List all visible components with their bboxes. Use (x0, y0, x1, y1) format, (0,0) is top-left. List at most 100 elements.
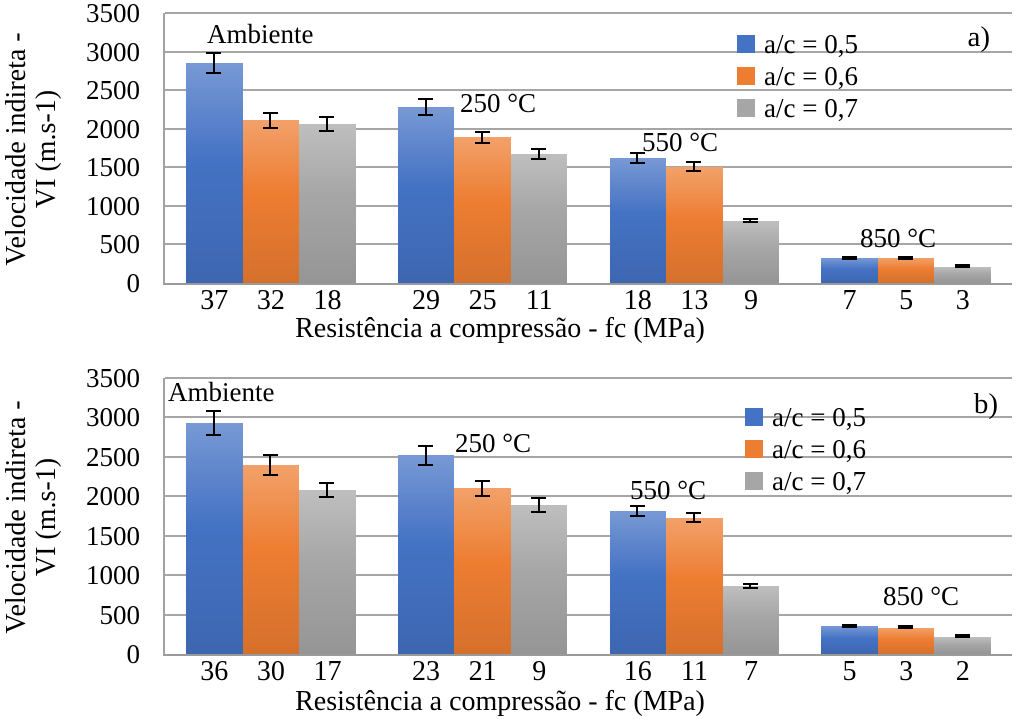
legend-swatch-gray (745, 472, 763, 490)
x-tick-label: 7 (743, 656, 758, 687)
gridline (165, 613, 1012, 616)
error-bar (474, 479, 490, 498)
error-bar (206, 410, 222, 436)
y-tick-label: 2500 (86, 441, 140, 472)
legend-item: a/c = 0,7 (745, 465, 866, 497)
bar-slot: 32 (242, 13, 300, 315)
legend-item: a/c = 0,6 (737, 60, 858, 92)
y-tick-label: 1500 (86, 152, 140, 183)
bar-slot: 7 (821, 13, 878, 315)
gridline (165, 534, 1012, 537)
error-bar (742, 217, 758, 224)
y-tick-label: 3500 (86, 363, 140, 393)
x-tick-label: 9 (532, 656, 547, 687)
bar-group: 16 11 7 (589, 378, 801, 686)
bar-slot: 3 (934, 13, 991, 315)
bar-a/c = 0,6 (877, 627, 935, 654)
bar-a/c = 0,5 (397, 455, 455, 654)
legend: a/c = 0,5 a/c = 0,6 a/c = 0,7 (737, 28, 858, 124)
y-axis-tick-labels: 3500 3000 2500 2000 1500 1000 500 0 (0, 364, 141, 668)
error-bar (629, 151, 645, 165)
bar-a/c = 0,6 (242, 464, 300, 654)
gridline (165, 377, 1012, 379)
legend-swatch-blue (745, 408, 763, 426)
x-tick-label: 2 (955, 656, 970, 687)
x-tick-label: 7 (842, 285, 857, 316)
x-tick-label: 25 (468, 285, 497, 316)
group-label: 850 °C (860, 223, 937, 253)
x-tick-label: 21 (468, 656, 497, 687)
bar-a/c = 0,7 (934, 637, 991, 654)
bar-slot: 21 (454, 378, 511, 686)
error-bar (742, 583, 758, 589)
group-label: 550 °C (630, 475, 707, 505)
y-tick-label: 1000 (86, 190, 140, 221)
x-tick-label: 18 (623, 285, 652, 316)
y-tick-label: 2000 (86, 113, 140, 144)
panel-letter: a) (967, 21, 990, 53)
x-tick-label: 5 (842, 656, 857, 687)
legend-label: a/c = 0,6 (764, 61, 858, 91)
x-tick-label: 17 (313, 656, 342, 687)
bar-a/c = 0,5 (186, 422, 243, 654)
error-bar (954, 263, 970, 268)
y-tick-label: 500 (99, 599, 141, 630)
gridline (165, 166, 1012, 169)
y-tick-label: 2000 (86, 481, 140, 512)
bar-slot: 23 (397, 378, 455, 686)
gridline (165, 50, 1012, 53)
bar-a/c = 0,5 (397, 107, 455, 283)
error-bar (898, 255, 914, 260)
bar-group: 5 3 2 (800, 378, 1012, 686)
group-label: 550 °C (642, 127, 719, 157)
bar-group: 7 5 3 (800, 13, 1012, 315)
gridline (165, 243, 1012, 246)
gridline (165, 416, 1012, 419)
bar-a/c = 0,6 (242, 120, 300, 283)
x-tick-label: 13 (680, 285, 709, 316)
x-tick-label: 5 (899, 285, 914, 316)
x-tick-label: 30 (256, 656, 285, 687)
bar-a/c = 0,5 (186, 63, 243, 283)
y-tick-label: 3000 (86, 402, 140, 433)
legend: a/c = 0,5 a/c = 0,6 a/c = 0,7 (745, 401, 866, 497)
bar-a/c = 0,5 (821, 258, 878, 283)
bar-slot: 18 (609, 13, 667, 315)
bar-a/c = 0,5 (609, 511, 667, 654)
bar-a/c = 0,7 (722, 220, 780, 283)
bar-group: 18 13 9 (589, 13, 801, 315)
y-tick-label: 500 (99, 229, 141, 260)
bar-slot: 7 (722, 378, 780, 686)
bar-slot: 13 (666, 13, 723, 315)
bar-a/c = 0,7 (510, 154, 568, 283)
bar-slot: 36 (186, 378, 243, 686)
error-bar (418, 98, 434, 116)
legend-label: a/c = 0,5 (772, 402, 866, 432)
x-tick-label: 16 (623, 656, 652, 687)
bar-slot: 2 (934, 378, 991, 686)
chart-panel-b: Velocidade indireta - VI (m.s-1) 3500 300… (0, 360, 1027, 719)
legend-label: a/c = 0,7 (772, 466, 866, 496)
legend-label: a/c = 0,7 (764, 93, 858, 123)
error-bar (841, 256, 857, 261)
bar-a/c = 0,5 (609, 158, 667, 283)
bar-a/c = 0,5 (821, 626, 878, 654)
plot-area: 36 30 17 23 21 9 16 11 7 5 3 2 a/c = 0,5 a/c = 0,6 … (163, 377, 1012, 686)
bars-container: 37 32 18 29 25 11 18 13 9 7 5 3 (165, 13, 1012, 315)
legend-label: a/c = 0,5 (764, 29, 858, 59)
legend-item: a/c = 0,5 (737, 28, 858, 60)
bar-a/c = 0,6 (454, 137, 511, 283)
bar-slot: 11 (666, 378, 723, 686)
bar-slot: 30 (242, 378, 300, 686)
x-tick-label: 32 (256, 285, 285, 316)
x-tick-label: 18 (313, 285, 342, 316)
x-tick-label: 23 (412, 656, 441, 687)
error-bar (531, 497, 547, 513)
bar-slot: 9 (722, 13, 780, 315)
gridline (165, 12, 1012, 14)
error-bar (686, 512, 702, 524)
gridline (165, 127, 1012, 130)
bar-slot: 37 (186, 13, 243, 315)
x-tick-label: 36 (200, 656, 229, 687)
bar-a/c = 0,7 (299, 124, 356, 283)
